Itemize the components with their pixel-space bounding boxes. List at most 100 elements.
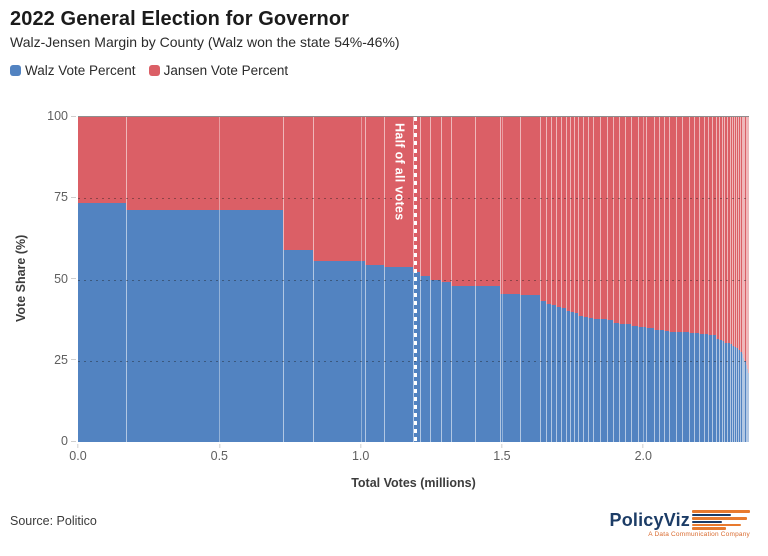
county-bar[interactable] (561, 117, 567, 442)
legend-item-jansen: Jansen Vote Percent (148, 63, 288, 78)
jansen-segment (583, 117, 589, 317)
walz-segment (451, 285, 476, 442)
county-bar[interactable] (364, 117, 385, 442)
county-bar[interactable] (658, 117, 664, 442)
county-bar[interactable] (451, 117, 476, 442)
county-bar[interactable] (688, 117, 694, 442)
county-bar[interactable] (724, 117, 727, 442)
walz-segment (624, 324, 631, 442)
walz-segment (419, 275, 430, 442)
county-bar[interactable] (693, 117, 699, 442)
county-bar[interactable] (708, 117, 712, 442)
county-bar[interactable] (600, 117, 607, 442)
county-bar[interactable] (126, 117, 284, 442)
county-bar[interactable] (520, 117, 541, 442)
county-bar[interactable] (738, 117, 740, 442)
county-bar[interactable] (566, 117, 571, 442)
county-bar[interactable] (718, 117, 722, 442)
bar-separator (429, 117, 431, 442)
county-bar[interactable] (499, 117, 521, 442)
county-bar[interactable] (593, 117, 601, 442)
county-bar[interactable] (606, 117, 614, 442)
walz-segment (588, 317, 594, 442)
walz-segment (668, 331, 676, 442)
county-bar[interactable] (630, 117, 639, 442)
county-bar[interactable] (440, 117, 452, 442)
county-bar[interactable] (711, 117, 716, 442)
county-bar[interactable] (739, 117, 742, 442)
bar-separator (606, 117, 608, 442)
jansen-segment (715, 117, 719, 340)
county-bar[interactable] (638, 117, 647, 442)
county-bar[interactable] (540, 117, 546, 442)
jansen-segment (663, 117, 669, 331)
county-bar[interactable] (668, 117, 676, 442)
county-bar[interactable] (721, 117, 725, 442)
county-bar[interactable] (613, 117, 619, 442)
county-bar[interactable] (734, 117, 737, 442)
jansen-segment (688, 117, 694, 334)
county-bar[interactable] (550, 117, 556, 442)
county-bar[interactable] (653, 117, 659, 442)
bar-separator (688, 117, 690, 442)
vertical-gridline (501, 117, 503, 442)
county-bar[interactable] (624, 117, 631, 442)
county-bar[interactable] (618, 117, 625, 442)
jansen-segment (675, 117, 683, 332)
county-bar[interactable] (675, 117, 683, 442)
county-bar[interactable] (741, 117, 744, 442)
county-bar[interactable] (698, 117, 704, 442)
county-bar[interactable] (283, 117, 313, 442)
bar-separator (708, 117, 710, 442)
county-bar[interactable] (570, 117, 575, 442)
walz-segment (724, 342, 727, 442)
bar-separator (412, 117, 414, 442)
county-bar[interactable] (574, 117, 579, 442)
county-bar[interactable] (747, 117, 749, 442)
county-bar[interactable] (729, 117, 733, 442)
county-bar[interactable] (429, 117, 441, 442)
county-bar[interactable] (743, 117, 745, 442)
walz-segment (312, 260, 365, 442)
county-bar[interactable] (744, 117, 746, 442)
county-bar[interactable] (419, 117, 430, 442)
bar-separator (743, 117, 745, 442)
bar-separator (682, 117, 684, 442)
walz-segment (675, 331, 683, 442)
county-bar[interactable] (588, 117, 594, 442)
county-bar[interactable] (663, 117, 669, 442)
walz-segment (364, 264, 385, 442)
jansen-segment (668, 117, 676, 332)
county-bar[interactable] (715, 117, 719, 442)
jansen-segment (703, 117, 708, 335)
bar-separator (578, 117, 580, 442)
county-bar[interactable] (703, 117, 708, 442)
county-bar[interactable] (732, 117, 735, 442)
county-bar[interactable] (578, 117, 584, 442)
walz-segment (593, 318, 601, 442)
county-bar[interactable] (682, 117, 689, 442)
bar-separator (726, 117, 728, 442)
county-bar[interactable] (312, 117, 365, 442)
county-bar[interactable] (384, 117, 413, 442)
jansen-segment (545, 117, 551, 304)
county-bar[interactable] (583, 117, 589, 442)
county-bar[interactable] (475, 117, 500, 442)
bar-separator (721, 117, 723, 442)
county-bar[interactable] (746, 117, 748, 442)
bar-separator (718, 117, 720, 442)
walz-segment (574, 312, 579, 442)
county-bar[interactable] (646, 117, 654, 442)
county-bar[interactable] (545, 117, 551, 442)
county-bar[interactable] (555, 117, 562, 442)
bar-separator (715, 117, 717, 442)
walz-segment (726, 343, 730, 442)
bar-separator (638, 117, 640, 442)
jansen-segment (419, 117, 430, 276)
jansen-segment (693, 117, 699, 334)
county-bar[interactable] (726, 117, 730, 442)
walz-segment (663, 330, 669, 442)
county-bar[interactable] (736, 117, 739, 442)
county-bar[interactable] (745, 117, 747, 442)
county-bar[interactable] (78, 117, 127, 442)
